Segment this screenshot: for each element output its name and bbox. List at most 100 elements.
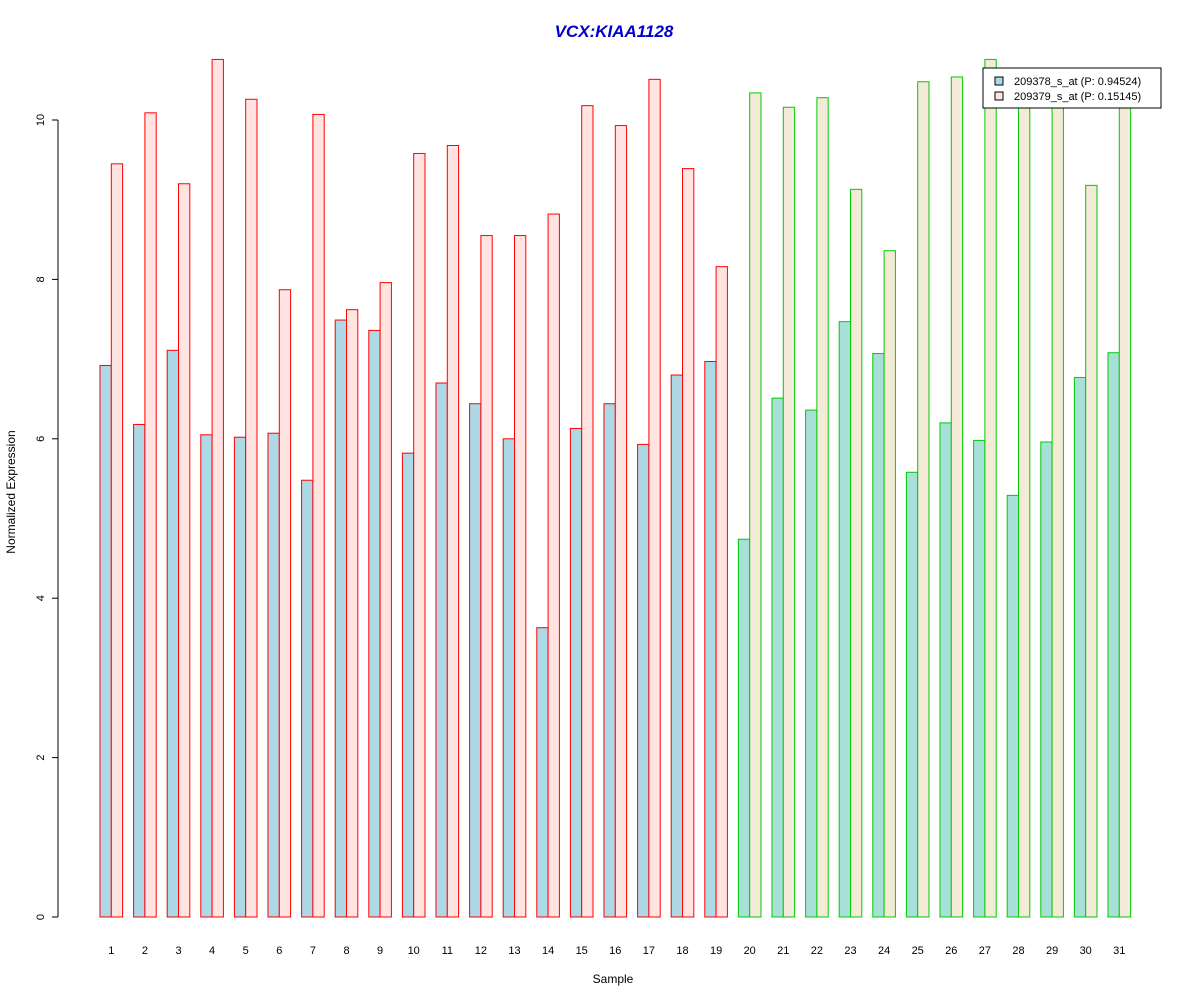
bar-series1 (838, 321, 852, 918)
legend-box (982, 67, 1162, 109)
bar-series1 (1073, 376, 1087, 918)
x-tick-label: 24 (878, 945, 890, 957)
x-tick-label: 6 (276, 945, 282, 957)
legend-swatch (994, 91, 1004, 101)
bar-series1 (704, 360, 717, 918)
x-tick-label: 10 (408, 945, 420, 957)
bar-series1 (301, 479, 314, 918)
bar-series1 (133, 423, 146, 918)
bar-series1 (905, 471, 919, 918)
x-axis-title: Sample (593, 972, 634, 986)
bar-series2 (1051, 103, 1064, 918)
bar-series2 (1118, 103, 1132, 918)
bar-series2 (614, 125, 628, 918)
bar-series2 (547, 213, 560, 918)
bar-series2 (883, 250, 896, 918)
x-tick-label: 3 (175, 945, 181, 957)
x-tick-label: 13 (508, 945, 520, 957)
bar-series2 (816, 97, 829, 918)
x-tick-label: 25 (912, 945, 924, 957)
bar-series2 (211, 58, 224, 918)
x-tick-label: 1 (108, 945, 114, 957)
y-tick-label: 6 (35, 436, 47, 442)
x-tick-label: 28 (1012, 945, 1024, 957)
bar-series1 (973, 439, 986, 918)
bar-series2 (917, 81, 930, 918)
x-tick-label: 16 (609, 945, 621, 957)
y-tick-label: 10 (35, 114, 47, 126)
bar-series1 (536, 627, 549, 918)
bar-series1 (805, 409, 818, 918)
bar-series2 (682, 168, 695, 918)
bar-series2 (144, 112, 157, 918)
bar-series2 (278, 289, 292, 918)
y-tick-label: 4 (35, 595, 47, 601)
bar-series1 (368, 329, 381, 918)
x-tick-label: 8 (343, 945, 349, 957)
x-tick-label: 20 (744, 945, 756, 957)
bar-series1 (1040, 441, 1053, 918)
bar-series2 (110, 163, 124, 918)
bar-series1 (872, 353, 885, 918)
bar-series2 (850, 188, 863, 918)
x-tick-label: 29 (1046, 945, 1058, 957)
bar-series1 (1006, 494, 1020, 918)
bar-series2 (782, 106, 796, 918)
x-tick-label: 15 (576, 945, 588, 957)
y-tick-label: 2 (35, 755, 47, 761)
x-tick-label: 17 (643, 945, 655, 957)
bar-series1 (200, 434, 213, 918)
bar-series1 (233, 436, 247, 918)
bar-series1 (939, 422, 952, 918)
bar-series1 (99, 364, 112, 918)
bar-series2 (581, 105, 594, 918)
bars-group (99, 58, 1132, 918)
x-tick-label: 21 (777, 945, 789, 957)
bar-series2 (1085, 184, 1098, 918)
bar-series1 (166, 349, 179, 918)
bar-series2 (648, 78, 661, 918)
x-tick-label: 4 (209, 945, 215, 957)
bar-series2 (984, 58, 997, 918)
legend-label: 209378_s_at (P: 0.94524) (1014, 76, 1141, 88)
bar-series2 (446, 145, 460, 918)
legend-swatch (994, 76, 1004, 86)
bar-series2 (379, 282, 392, 918)
bar-series1 (603, 403, 616, 918)
bar-series1 (1107, 352, 1120, 918)
x-tick-label: 7 (310, 945, 316, 957)
bar-series2 (178, 183, 191, 918)
x-tick-label: 19 (710, 945, 722, 957)
bar-series1 (502, 438, 516, 918)
x-tick-label: 30 (1080, 945, 1092, 957)
bar-series1 (469, 403, 482, 918)
x-tick-label: 22 (811, 945, 823, 957)
bar-series2 (245, 98, 258, 918)
bar-series2 (1018, 103, 1031, 918)
bar-series2 (514, 235, 527, 918)
bar-series1 (267, 432, 280, 918)
bar-series1 (435, 382, 448, 918)
bar-series2 (950, 76, 964, 918)
x-tick-label: 26 (945, 945, 957, 957)
x-tick-label: 23 (844, 945, 856, 957)
bar-series1 (334, 319, 348, 918)
y-tick-label: 0 (35, 914, 47, 920)
legend-label: 209379_s_at (P: 0.15145) (1014, 91, 1141, 103)
x-tick-label: 14 (542, 945, 554, 957)
bar-series1 (737, 538, 751, 918)
bar-series1 (637, 443, 650, 918)
bar-series2 (413, 152, 426, 918)
x-tick-label: 31 (1113, 945, 1125, 957)
x-tick-label: 11 (442, 945, 453, 957)
x-tick-label: 5 (243, 945, 249, 957)
x-tick-label: 2 (142, 945, 148, 957)
bar-series1 (401, 452, 415, 918)
bar-series1 (569, 427, 583, 918)
bar-series2 (480, 235, 493, 918)
bar-series1 (771, 397, 784, 918)
chart-title: VCX:KIAA1128 (555, 22, 674, 41)
x-tick-label: 9 (377, 945, 383, 957)
